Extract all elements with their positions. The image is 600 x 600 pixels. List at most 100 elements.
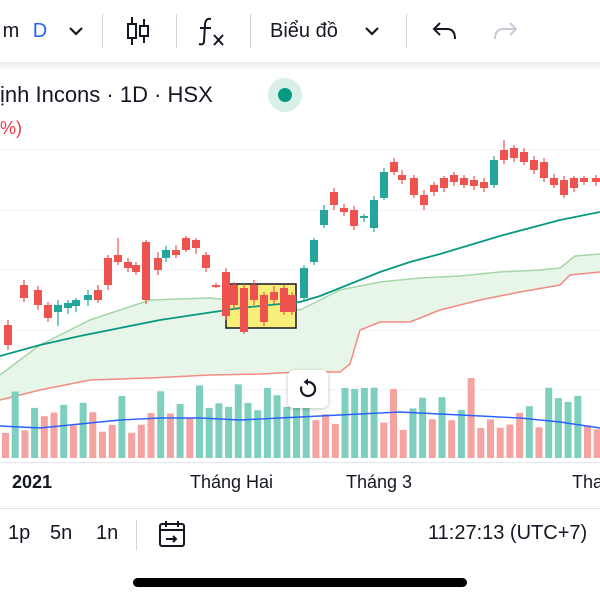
candle-body — [54, 305, 62, 312]
volume-ma-line — [0, 411, 600, 429]
candle-body — [510, 148, 518, 158]
volume-bar — [215, 403, 223, 458]
top-toolbar: m D Biểu đồ — [0, 0, 600, 62]
candle-body — [64, 303, 72, 308]
candle-body — [398, 175, 406, 180]
candle-body — [288, 295, 296, 312]
volume-bar — [40, 416, 48, 458]
volume-bar — [351, 388, 359, 458]
volume-bar — [31, 407, 39, 458]
volume-bar — [263, 388, 271, 458]
candle-body — [182, 238, 190, 250]
volume-bar — [496, 427, 504, 458]
undo-icon[interactable] — [426, 0, 462, 62]
candle-body — [44, 305, 52, 318]
volume-bar — [584, 425, 591, 458]
candle-body — [270, 292, 278, 300]
volume-bar — [322, 414, 330, 458]
volume-bar — [2, 433, 9, 458]
price-change-text: %) — [0, 118, 22, 138]
candle-body — [192, 240, 200, 248]
toolbar-divider — [250, 14, 251, 48]
chart-menu-button[interactable]: Biểu đồ — [270, 19, 338, 42]
candle-body — [124, 262, 132, 268]
volume-bar — [467, 378, 475, 458]
candle-body — [202, 255, 210, 268]
candle-body — [4, 325, 12, 345]
reset-chart-button[interactable] — [288, 370, 328, 408]
candle-body — [222, 272, 230, 316]
volume-bar — [341, 388, 349, 458]
candlestick-icon[interactable] — [118, 0, 158, 62]
candle-body — [132, 265, 140, 272]
candle-body — [370, 200, 378, 228]
volume-bar — [409, 408, 417, 458]
volume-bar — [273, 395, 281, 458]
candle-body — [260, 295, 268, 322]
volume-bar — [545, 387, 553, 458]
volume-bar — [137, 424, 145, 458]
candle-body — [430, 185, 438, 192]
volume-bar — [147, 413, 155, 458]
volume-bar — [128, 432, 136, 458]
x-axis-label-year: 2021 — [12, 472, 53, 492]
interval-label: m — [2, 19, 20, 42]
volume-bar — [176, 404, 184, 458]
candle-body — [450, 175, 458, 182]
volume-bar — [554, 398, 562, 458]
range-5n-button[interactable]: 5n — [50, 522, 73, 544]
lower-band-line — [0, 271, 600, 401]
range-1p-button[interactable]: 1p — [8, 522, 31, 544]
symbol-legend-title[interactable]: ịnh Incons · 1D · HSX — [0, 82, 213, 107]
cloud-fill — [0, 254, 600, 400]
candle-body — [250, 285, 258, 300]
bottom-bar-divider — [0, 508, 600, 509]
goto-date-icon[interactable] — [156, 518, 188, 556]
range-1n-button[interactable]: 1n — [96, 522, 119, 544]
volume-bar — [390, 388, 397, 458]
interval-selector[interactable]: D — [32, 19, 48, 42]
candle-body — [580, 178, 588, 182]
candle-body — [300, 268, 308, 298]
candle-body — [72, 300, 80, 306]
redo-icon[interactable] — [488, 0, 524, 62]
volume-bar — [79, 402, 87, 458]
volume-bar — [157, 391, 165, 458]
clock-timezone[interactable]: 11:27:13 (UTC+7) — [428, 522, 588, 544]
volume-bar — [312, 420, 320, 458]
chart-menu-chevron-down-icon[interactable] — [358, 0, 386, 62]
candle-body — [154, 258, 162, 270]
candle-body — [410, 178, 418, 195]
status-dot-icon — [278, 88, 292, 102]
candle-body — [480, 182, 488, 188]
candle-body — [310, 240, 318, 262]
volume-bar — [448, 420, 456, 458]
candle-body — [380, 172, 388, 198]
price-chart[interactable] — [0, 110, 600, 462]
candle-body — [570, 178, 578, 188]
candle-body — [490, 160, 498, 185]
x-axis-line — [0, 462, 600, 463]
candle-body — [500, 150, 508, 160]
volume-bar — [186, 418, 194, 458]
candle-body — [172, 250, 180, 255]
candle-body — [104, 258, 112, 285]
bottom-divider — [136, 520, 137, 550]
candle-body — [162, 250, 170, 258]
candle-body — [540, 162, 548, 178]
x-axis-label-feb: Tháng Hai — [190, 472, 274, 492]
volume-bar — [225, 406, 233, 458]
volume-bar — [108, 424, 116, 458]
interval-chevron-down-icon[interactable] — [62, 0, 90, 62]
volume-bar — [234, 384, 242, 458]
market-status-indicator[interactable] — [268, 78, 302, 112]
volume-bar — [69, 425, 77, 458]
volume-bar — [506, 424, 514, 458]
volume-bar — [205, 407, 213, 458]
volume-bar — [118, 396, 126, 458]
function-fx-icon[interactable] — [192, 0, 232, 62]
candle-body — [330, 192, 338, 205]
volume-bar — [293, 388, 300, 458]
volume-bar — [196, 385, 203, 458]
volume-bar — [574, 395, 582, 458]
